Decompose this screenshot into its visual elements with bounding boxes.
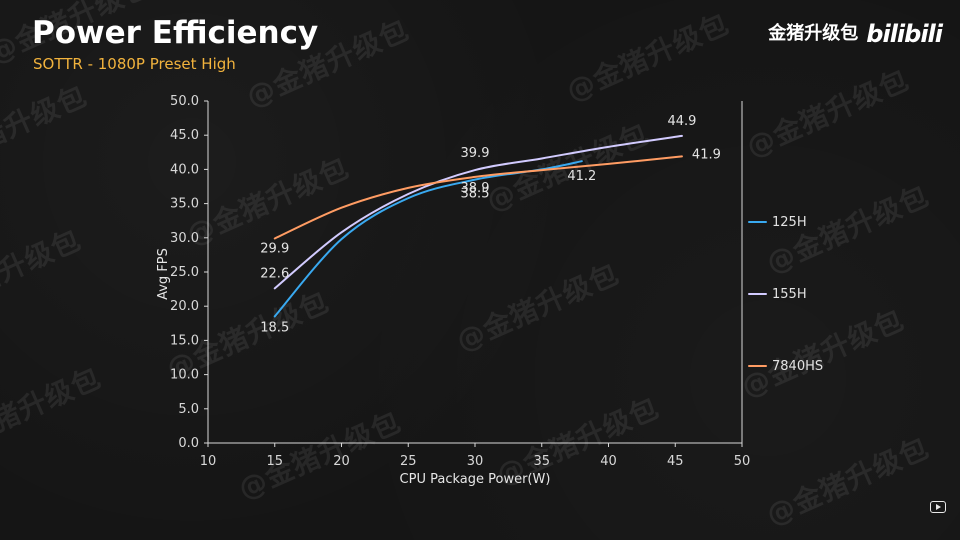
x-tick-label: 50 [734,454,751,469]
data-label: 18.5 [260,320,289,335]
bilibili-logo: bilibili [866,20,943,48]
y-tick-label: 45.0 [170,128,199,143]
y-tick-label: 0.0 [178,436,199,451]
data-label: 41.2 [567,169,596,184]
y-tick-label: 5.0 [178,402,199,417]
data-label: 39.9 [461,146,490,161]
chart-subtitle: SOTTR - 1080P Preset High [33,55,236,73]
data-label: 41.9 [692,147,721,162]
y-axis-label: Avg FPS [156,248,171,300]
play-icon [930,501,946,513]
y-tick-label: 50.0 [170,94,199,109]
brand-block: 金猪升级包 bilibili [768,20,943,48]
x-tick-label: 10 [200,454,217,469]
y-tick-label: 15.0 [170,333,199,348]
x-tick-label: 45 [667,454,684,469]
legend-label: 7840HS [772,359,823,374]
x-tick-label: 15 [266,454,283,469]
data-label: 38.5 [461,187,490,202]
data-label: 22.6 [260,266,289,281]
series-line-155h [273,134,683,290]
x-tick-label: 40 [600,454,617,469]
x-tick-label: 20 [333,454,350,469]
legend-label: 155H [772,287,807,302]
y-tick-label: 20.0 [170,299,199,314]
x-tick-label: 35 [533,454,550,469]
y-tick-label: 40.0 [170,162,199,177]
x-axis-label: CPU Package Power(W) [400,472,551,487]
y-tick-label: 30.0 [170,231,199,246]
brand-text: 金猪升级包 [768,23,859,44]
data-label: 38.9 [461,181,490,196]
data-label: 44.9 [667,114,696,129]
chart-title: Power Efficiency [32,15,319,51]
x-tick-label: 30 [467,454,484,469]
y-tick-label: 35.0 [170,197,199,212]
y-tick-label: 10.0 [170,368,199,383]
y-tick-label: 25.0 [170,265,199,280]
data-label: 29.9 [260,241,289,256]
x-tick-label: 25 [400,454,417,469]
legend-label: 125H [772,215,807,230]
